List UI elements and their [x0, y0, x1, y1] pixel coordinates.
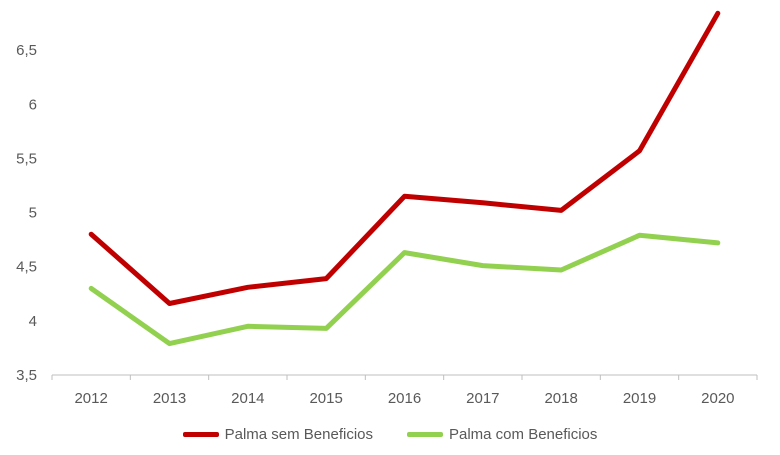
x-axis-tick-labels: 2012 2013 2014 2015 2016 2017 2018 2019 2020: [74, 390, 734, 407]
y-axis-tick-labels: 3,5 4 4,5 5 5,5 6 6,5: [16, 42, 37, 384]
y-tick-label: 3,5: [16, 367, 37, 384]
legend-swatch-green: [407, 432, 443, 437]
y-tick-label: 5: [29, 205, 37, 222]
y-tick-label: 4,5: [16, 259, 37, 276]
x-tick-label: 2014: [231, 390, 264, 407]
legend-item-palma-sem-beneficios: Palma sem Beneficios: [182, 426, 373, 443]
x-tick-label: 2020: [701, 390, 734, 407]
series-line-0: [88, 10, 721, 306]
legend-swatch-red: [182, 432, 219, 437]
legend-item-palma-com-beneficios: Palma com Beneficios: [407, 426, 597, 443]
y-tick-label: 6: [29, 96, 37, 113]
legend-label: Palma com Beneficios: [449, 426, 598, 443]
x-axis-ticks: [51, 375, 758, 380]
series-layer: [88, 10, 721, 347]
legend: Palma sem Beneficios Palma com Beneficio…: [0, 426, 780, 443]
x-tick-label: 2016: [388, 390, 421, 407]
y-tick-label: 6,5: [16, 42, 37, 59]
x-tick-label: 2013: [153, 390, 186, 407]
x-tick-label: 2019: [623, 390, 656, 407]
series-line-1: [88, 232, 721, 347]
x-tick-label: 2018: [544, 390, 577, 407]
x-tick-label: 2015: [309, 390, 342, 407]
x-tick-label: 2017: [466, 390, 499, 407]
y-tick-label: 5,5: [16, 150, 37, 167]
legend-label: Palma sem Beneficios: [224, 426, 373, 443]
y-tick-label: 4: [29, 313, 37, 330]
x-tick-label: 2012: [74, 390, 107, 407]
